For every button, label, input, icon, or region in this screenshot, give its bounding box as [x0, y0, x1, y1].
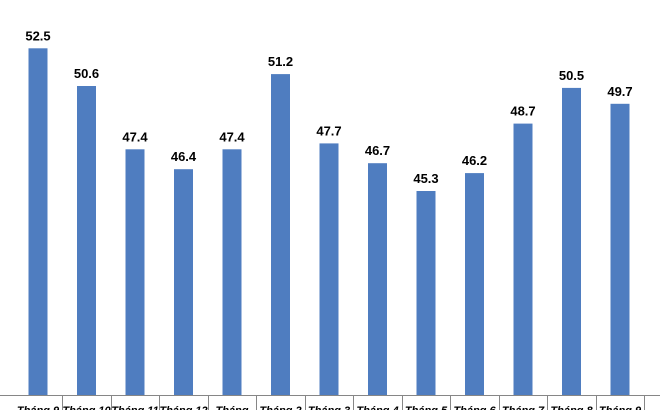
data-label: 49.7 [607, 84, 632, 99]
bar [222, 149, 242, 395]
x-tick-label: Tháng 2 [259, 405, 301, 410]
data-label: 52.5 [25, 28, 50, 43]
data-label: 47.4 [219, 129, 245, 144]
bar [28, 48, 48, 396]
data-label: 51.2 [268, 54, 293, 69]
data-label: 50.6 [74, 66, 99, 81]
data-label: 48.7 [510, 104, 535, 119]
value-labels-group: 52.5 50.6 47.4 46.4 47.4 51.2 47.7 46.7 45.3 46.2… [25, 28, 632, 186]
x-tick-labels: Tháng 9Tháng 10Tháng 11Tháng 12ThángThán… [17, 405, 642, 410]
bar [610, 103, 630, 396]
x-tick-label: Tháng 6 [453, 405, 496, 410]
x-tick-label: Tháng [216, 405, 249, 410]
data-label: 46.2 [462, 153, 487, 168]
bar [319, 143, 339, 395]
bar [125, 149, 145, 395]
x-tick-label: Tháng 12 [159, 405, 207, 410]
x-tick-label: Tháng 7 [502, 405, 545, 410]
bar [368, 163, 387, 395]
bar [465, 173, 484, 395]
data-label: 47.7 [316, 123, 341, 138]
bar [513, 123, 533, 395]
bars-group [28, 48, 630, 396]
x-tick-label: Tháng 9 [599, 405, 642, 410]
x-tick-label: Tháng 8 [550, 405, 593, 410]
data-label: 46.4 [171, 149, 197, 164]
bar [77, 86, 96, 395]
x-tick-label: Tháng 10 [62, 405, 111, 410]
x-tick-label: Tháng 4 [356, 405, 398, 410]
bar [562, 87, 581, 396]
data-label: 45.3 [413, 171, 438, 186]
bar [174, 169, 193, 395]
x-tick-label: Tháng 5 [405, 405, 448, 410]
bar [416, 191, 436, 395]
bar [271, 74, 290, 395]
data-label: 47.4 [122, 129, 148, 144]
data-label: 50.5 [559, 68, 584, 83]
x-tick-label: Tháng 11 [111, 405, 158, 410]
x-tick-label: Tháng 3 [308, 405, 350, 410]
x-tick-marks [62, 395, 645, 410]
data-label: 46.7 [365, 143, 390, 158]
x-tick-label: Tháng 9 [17, 405, 60, 410]
